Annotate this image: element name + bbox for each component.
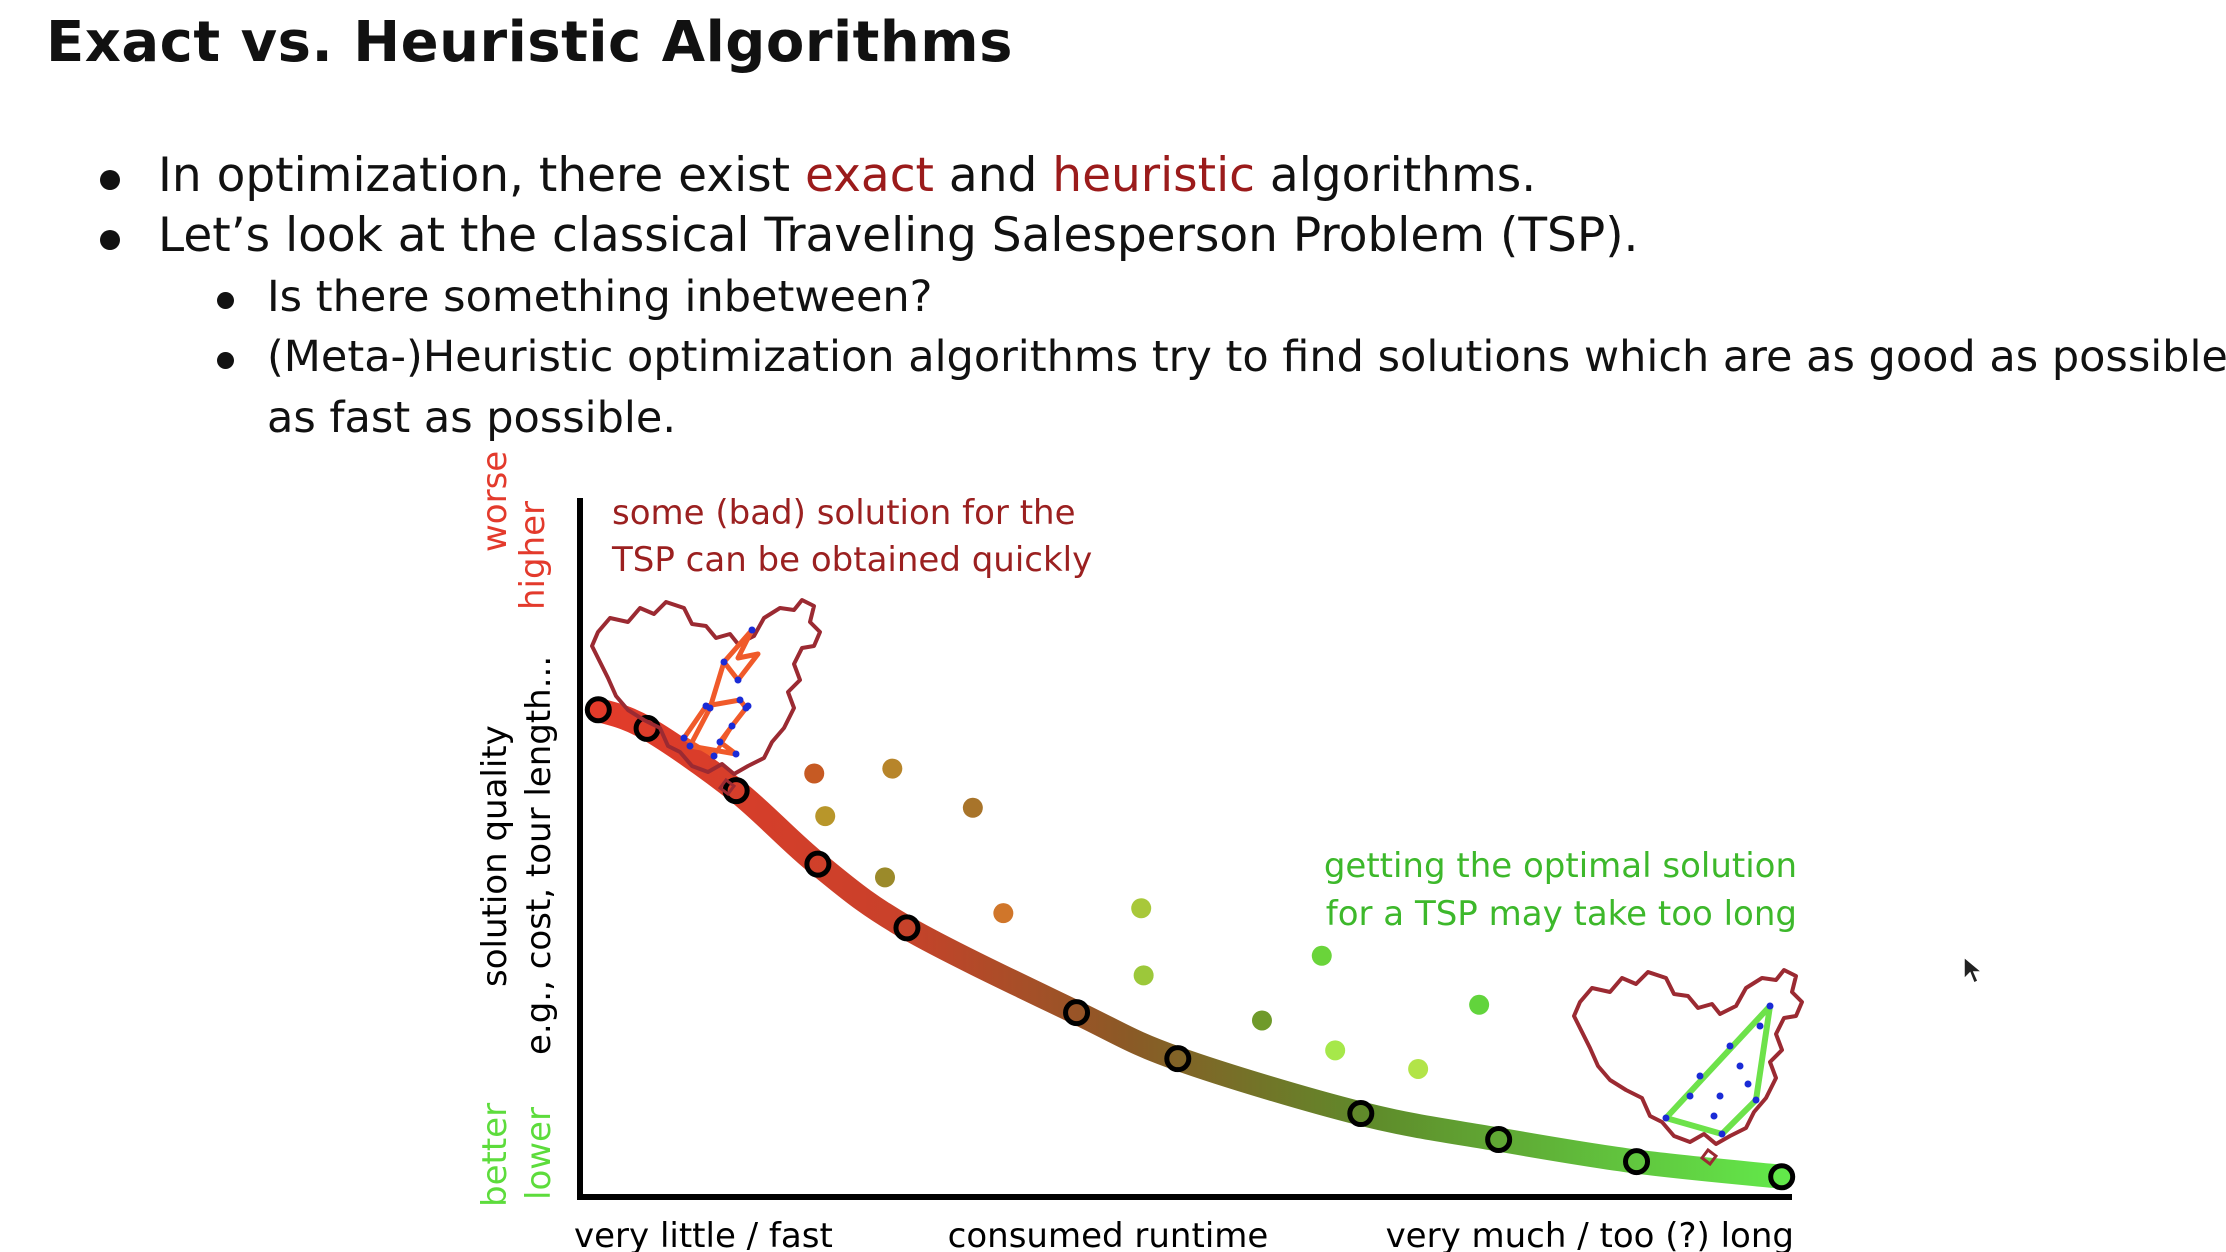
curve-point bbox=[804, 850, 832, 878]
annotation-good-line-1: getting the optimal solution bbox=[1324, 846, 1797, 886]
bullet-text: Let’s look at the classical Traveling Sa… bbox=[158, 208, 1639, 263]
y-bottom-label-lower: lower bbox=[519, 1107, 559, 1200]
y-axis-label: solution quality bbox=[475, 725, 515, 987]
curve-point bbox=[584, 696, 612, 724]
curve-point bbox=[1768, 1163, 1796, 1191]
heuristic-point bbox=[1469, 994, 1490, 1015]
highlight-exact: exact bbox=[804, 148, 934, 203]
annotation-bad-line-1: some (bad) solution for the bbox=[612, 493, 1076, 533]
curve-point bbox=[1623, 1148, 1651, 1176]
heuristic-points bbox=[804, 758, 1490, 1079]
subbullet-text: Is there something inbetween? bbox=[267, 272, 933, 322]
heuristic-point bbox=[1408, 1058, 1429, 1079]
slide-title: Exact vs. Heuristic Algorithms bbox=[46, 10, 1013, 75]
heuristic-point bbox=[1311, 945, 1332, 966]
bullet-text: algorithms. bbox=[1254, 148, 1537, 203]
x-label-left: very little / fast bbox=[574, 1216, 833, 1252]
annotation-bad-line-2: TSP can be obtained quickly bbox=[611, 540, 1092, 580]
bullet-dot-icon bbox=[217, 352, 234, 369]
bullet-dot-icon bbox=[100, 170, 120, 190]
highlight-heuristic: heuristic bbox=[1052, 148, 1255, 203]
curve-points bbox=[584, 696, 1796, 1191]
subbullet-text: as fast as possible. bbox=[267, 393, 676, 443]
subbullet-item-2: (Meta-)Heuristic optimization algorithms… bbox=[217, 332, 2226, 382]
china-map-optimal-tour-icon bbox=[1572, 968, 1804, 1167]
curve-point bbox=[1063, 999, 1091, 1027]
heuristic-point bbox=[993, 903, 1014, 924]
curve-point bbox=[893, 914, 921, 942]
bullet-dot-icon bbox=[100, 230, 120, 250]
heuristic-point bbox=[1133, 965, 1154, 986]
heuristic-point bbox=[1131, 898, 1152, 919]
bullet-text: In optimization, there exist bbox=[158, 148, 805, 203]
subbullet-text: (Meta-)Heuristic optimization algorithms… bbox=[267, 332, 2226, 382]
curve-point bbox=[1485, 1126, 1513, 1154]
bullet-item-2: Let’s look at the classical Traveling Sa… bbox=[100, 208, 1639, 263]
china-map-bad-tour-icon bbox=[590, 598, 822, 797]
curve-point bbox=[1164, 1045, 1192, 1073]
bullet-item-1: In optimization, there exist exact and h… bbox=[100, 148, 1537, 203]
curve-point bbox=[1347, 1100, 1375, 1128]
heuristic-point bbox=[804, 763, 825, 784]
subbullet-item-1: Is there something inbetween? bbox=[217, 272, 933, 322]
heuristic-point bbox=[882, 758, 903, 779]
y-top-label-worse: worse bbox=[475, 451, 515, 552]
bullet-dot-icon bbox=[217, 292, 234, 309]
x-axis-label: consumed runtime bbox=[948, 1216, 1269, 1252]
subbullet-continuation: as fast as possible. bbox=[267, 393, 676, 443]
heuristic-point bbox=[1325, 1040, 1346, 1061]
x-label-right: very much / too (?) long bbox=[1386, 1216, 1794, 1252]
heuristic-point bbox=[815, 806, 836, 827]
y-top-label-higher: higher bbox=[513, 501, 553, 610]
heuristic-point bbox=[962, 797, 983, 818]
heuristic-point bbox=[875, 867, 895, 888]
y-bottom-label-better: better bbox=[475, 1103, 515, 1207]
bullet-text: and bbox=[933, 148, 1053, 203]
mouse-cursor-icon bbox=[1963, 955, 1984, 985]
y-axis-sublabel: e.g., cost, tour length... bbox=[519, 656, 559, 1055]
quality-curve bbox=[586, 697, 1794, 1189]
heuristic-point bbox=[1251, 1010, 1272, 1031]
annotation-good-line-2: for a TSP may take too long bbox=[1326, 894, 1797, 934]
